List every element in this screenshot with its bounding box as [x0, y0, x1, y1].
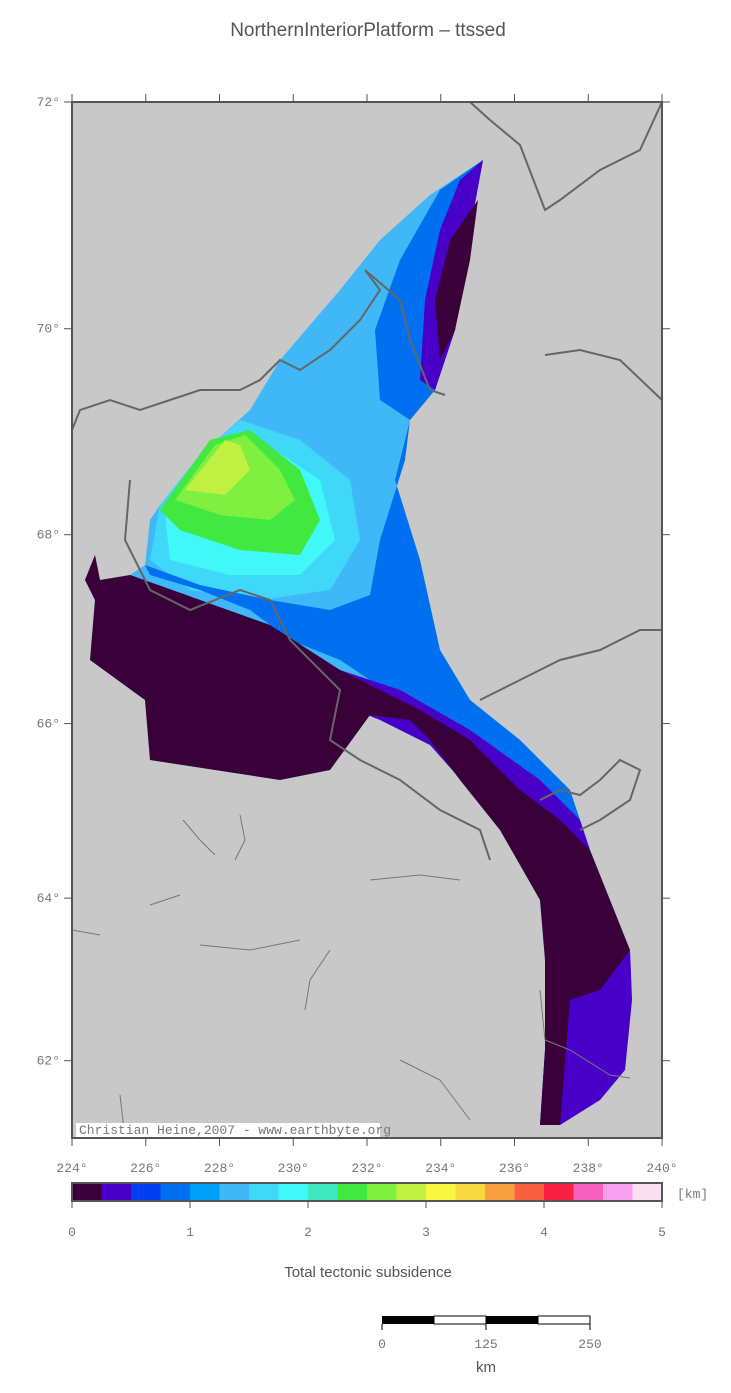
colorbar-tick-label: 4 — [540, 1225, 548, 1240]
colorbar-cell — [101, 1183, 132, 1201]
coastlines — [71, 101, 663, 1139]
scalebar-unit: km — [476, 1359, 496, 1376]
colorbar-cell — [455, 1183, 486, 1201]
colorbar-cell — [544, 1183, 574, 1201]
map-ticks: 224° 226° 228° 230° 232° 234° 236° 238° 240° 62° 6… — [37, 94, 678, 1176]
lon-tick-label: 228° — [204, 1161, 235, 1176]
colorbar-cell — [367, 1183, 397, 1201]
credit-box — [76, 1123, 380, 1137]
lat-tick-label: 68° — [37, 528, 60, 543]
colorbar-cell — [278, 1183, 309, 1201]
subsidence-field — [85, 160, 632, 1125]
title: NorthernInteriorPlatform – ttssed — [230, 20, 506, 41]
lon-tick-label: 226° — [130, 1161, 161, 1176]
colorbar-cell — [573, 1183, 604, 1201]
colorbar-cell — [396, 1183, 427, 1201]
scalebar-tick-label: 0 — [378, 1337, 386, 1352]
lat-tick-label: 72° — [37, 95, 60, 110]
lon-tick-label: 224° — [56, 1161, 87, 1176]
credit: Christian Heine,2007 - www.earthbyte.org — [79, 1123, 391, 1138]
scalebar: 0 125 250 — [378, 1324, 602, 1352]
colorbar-tick-label: 1 — [186, 1225, 194, 1240]
colorbar-cell — [632, 1183, 663, 1201]
lon-tick-label: 238° — [573, 1161, 604, 1176]
colorbar-tick-label: 0 — [68, 1225, 76, 1240]
colorbar-tick-label: 2 — [304, 1225, 312, 1240]
lat-tick-label: 64° — [37, 891, 60, 906]
scalebar-tick-label: 125 — [474, 1337, 497, 1352]
colorbar: 0 1 2 3 4 5 — [68, 1183, 666, 1240]
lon-tick-label: 232° — [351, 1161, 382, 1176]
colorbar-frame — [71, 1182, 663, 1202]
colorbar-cell — [72, 1183, 102, 1201]
scalebar-bar — [382, 1315, 591, 1325]
colorbar-cell — [160, 1183, 191, 1201]
lon-tick-label: 240° — [646, 1161, 677, 1176]
lon-tick-label: 236° — [499, 1161, 530, 1176]
colorbar-cell — [219, 1183, 250, 1201]
colorbar-cell — [426, 1183, 456, 1201]
colorbar-cell — [308, 1183, 338, 1201]
colorbar-tick-label: 3 — [422, 1225, 430, 1240]
lon-tick-label: 230° — [278, 1161, 309, 1176]
scalebar-tick-label: 250 — [578, 1337, 601, 1352]
colorbar-cell — [131, 1183, 161, 1201]
colorbar-cell — [190, 1183, 220, 1201]
colorbar-unit: [km] — [677, 1187, 708, 1202]
colorbar-tick-label: 5 — [658, 1225, 666, 1240]
lat-tick-label: 70° — [37, 322, 60, 337]
colorbar-cell — [249, 1183, 279, 1201]
colorbar-cell — [603, 1183, 633, 1201]
lat-tick-label: 62° — [37, 1054, 60, 1069]
colorbar-cell — [514, 1183, 545, 1201]
colorbar-label: Total tectonic subsidence — [284, 1264, 452, 1281]
colorbar-cell — [337, 1183, 368, 1201]
lon-tick-label: 234° — [425, 1161, 456, 1176]
lat-tick-label: 66° — [37, 717, 60, 732]
colorbar-cell — [485, 1183, 515, 1201]
